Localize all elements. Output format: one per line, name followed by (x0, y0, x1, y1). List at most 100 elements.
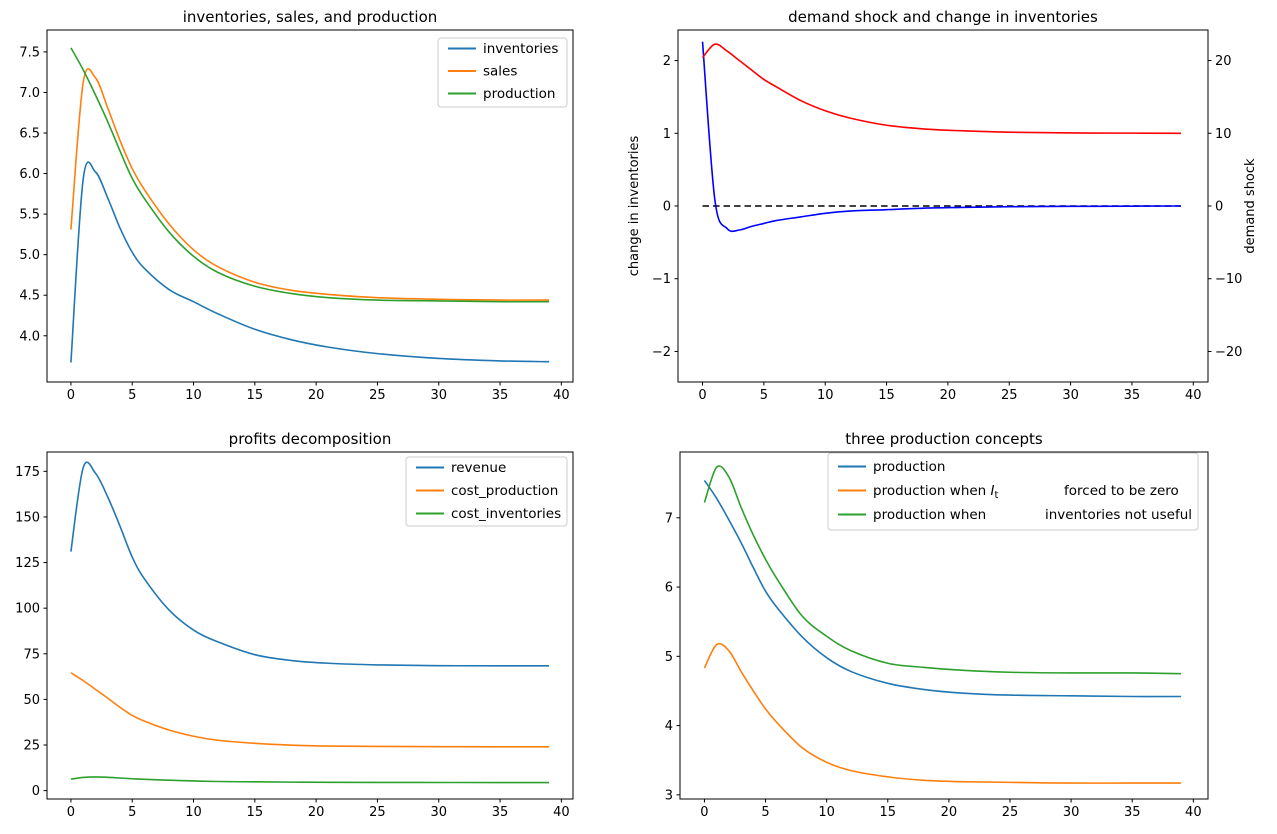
y-tick-label: 75 (23, 647, 40, 662)
x-tick-label: 35 (492, 388, 509, 403)
legend-label: cost_inventories (451, 506, 561, 522)
x-tick-label: 10 (817, 388, 834, 403)
series-line-demand-shock (701, 43, 1182, 135)
series-line-production-when-inventories-not-useful (703, 465, 1182, 675)
series-line-inventories (70, 161, 550, 363)
legend-label: production (483, 86, 556, 102)
x-tick-label: 40 (553, 388, 570, 403)
legend: revenue cost_production cost_inventories (405, 456, 568, 527)
y2-axis-label: demand shock (1243, 158, 1258, 254)
legend: production production when It forced to be… (827, 452, 1199, 531)
series-line-cost-production (70, 672, 550, 748)
y-tick-label: 2 (663, 54, 671, 69)
y-tick-label: 25 (23, 738, 40, 753)
series-line-production (703, 479, 1182, 698)
y-tick-label: 5.0 (19, 248, 40, 263)
y-tick-label: −2 (652, 345, 671, 360)
subplot-1: demand shock and change in inventories 0 5… (627, 8, 1258, 403)
chart-title: inventories, sales, and production (183, 8, 438, 26)
y-tick-label: 6.0 (19, 167, 40, 182)
subplot-0: inventories, sales, and production 0 5 10 15… (19, 8, 574, 403)
x-tick-label: 0 (67, 388, 75, 403)
chart-title: demand shock and change in inventories (788, 8, 1098, 26)
axes-spines (46, 29, 574, 383)
legend: inventories sales production (437, 37, 568, 108)
legend-box (827, 452, 1199, 531)
y-tick-label: 50 (23, 693, 40, 708)
x-tick-label: 30 (1062, 388, 1079, 403)
x-tick-label: 10 (185, 388, 202, 403)
y-tick-label: 5 (665, 650, 673, 665)
y-tick-label: 125 (15, 556, 40, 571)
axes-spines (679, 451, 1209, 800)
series-line-sales (70, 68, 550, 301)
series-line-production (70, 47, 550, 303)
x-tick-label: 35 (1124, 805, 1141, 820)
y-tick-label: 4.0 (19, 329, 40, 344)
x-tick-label: 25 (369, 805, 386, 820)
x-tick-label: 0 (698, 388, 706, 403)
x-tick-label: 35 (492, 805, 509, 820)
subplot-2: profits decomposition 0 5 10 15 20 25 30 35 40 0 25… (15, 430, 574, 820)
x-tick-label: 25 (369, 388, 386, 403)
x-tick-label: 40 (1185, 805, 1202, 820)
x-tick-label: 40 (1185, 388, 1202, 403)
y-tick-label: 5.5 (19, 208, 40, 223)
x-tick-label: 15 (247, 805, 264, 820)
y-axis-label: change in inventories (627, 136, 642, 277)
x-tick-label: 15 (247, 388, 264, 403)
x-tick-label: 25 (1002, 805, 1019, 820)
legend-box (437, 37, 568, 108)
x-tick-label: 35 (1124, 388, 1141, 403)
y-tick-label: −1 (652, 272, 671, 287)
y2-tick-label: −10 (1215, 272, 1242, 287)
y-tick-label: 6.5 (19, 127, 40, 142)
y-tick-label: 0 (663, 200, 671, 215)
x-tick-label: 30 (1063, 805, 1080, 820)
y-tick-label: 0 (32, 784, 40, 799)
y-tick-label: 1 (663, 127, 671, 142)
legend-label: inventories (483, 41, 558, 57)
y2-tick-label: 0 (1215, 200, 1223, 215)
legend-label: sales (483, 64, 517, 80)
chart-title: three production concepts (845, 430, 1043, 448)
x-tick-label: 0 (700, 805, 708, 820)
legend-label: production (873, 459, 946, 475)
y-tick-label: 150 (15, 510, 40, 525)
chart-title: profits decomposition (229, 430, 392, 448)
legend-label: production when It forced to be zero (873, 483, 1179, 501)
x-tick-label: 10 (818, 805, 835, 820)
y2-tick-label: 20 (1215, 54, 1232, 69)
y-tick-label: 6 (665, 581, 673, 596)
y-tick-label: 3 (665, 788, 673, 803)
x-tick-label: 5 (128, 388, 136, 403)
series-line-cost-inventories (70, 776, 550, 784)
series-line-revenue (70, 461, 550, 667)
legend-box (405, 456, 568, 527)
legend-label: revenue (451, 460, 506, 476)
x-tick-label: 30 (430, 388, 447, 403)
series-line-change-in-inventories (701, 41, 1182, 233)
legend-label: production when inventories not useful (873, 507, 1192, 523)
x-tick-label: 20 (940, 388, 957, 403)
y-tick-label: 4 (665, 719, 673, 734)
axes-spines (46, 451, 574, 800)
axes-spines (677, 29, 1209, 383)
y2-tick-label: −20 (1215, 345, 1242, 360)
x-tick-label: 0 (67, 805, 75, 820)
x-tick-label: 5 (761, 805, 769, 820)
y-tick-label: 4.5 (19, 289, 40, 304)
x-tick-label: 15 (878, 388, 895, 403)
series-line-production-when-it-forced-to-be-zero (703, 642, 1182, 784)
y2-tick-label: 10 (1215, 127, 1232, 142)
legend-label: cost_production (451, 483, 558, 499)
x-tick-label: 30 (430, 805, 447, 820)
x-tick-label: 40 (553, 805, 570, 820)
y-tick-label: 175 (15, 465, 40, 480)
x-tick-label: 20 (308, 388, 325, 403)
x-tick-label: 25 (1001, 388, 1018, 403)
x-tick-label: 10 (185, 805, 202, 820)
